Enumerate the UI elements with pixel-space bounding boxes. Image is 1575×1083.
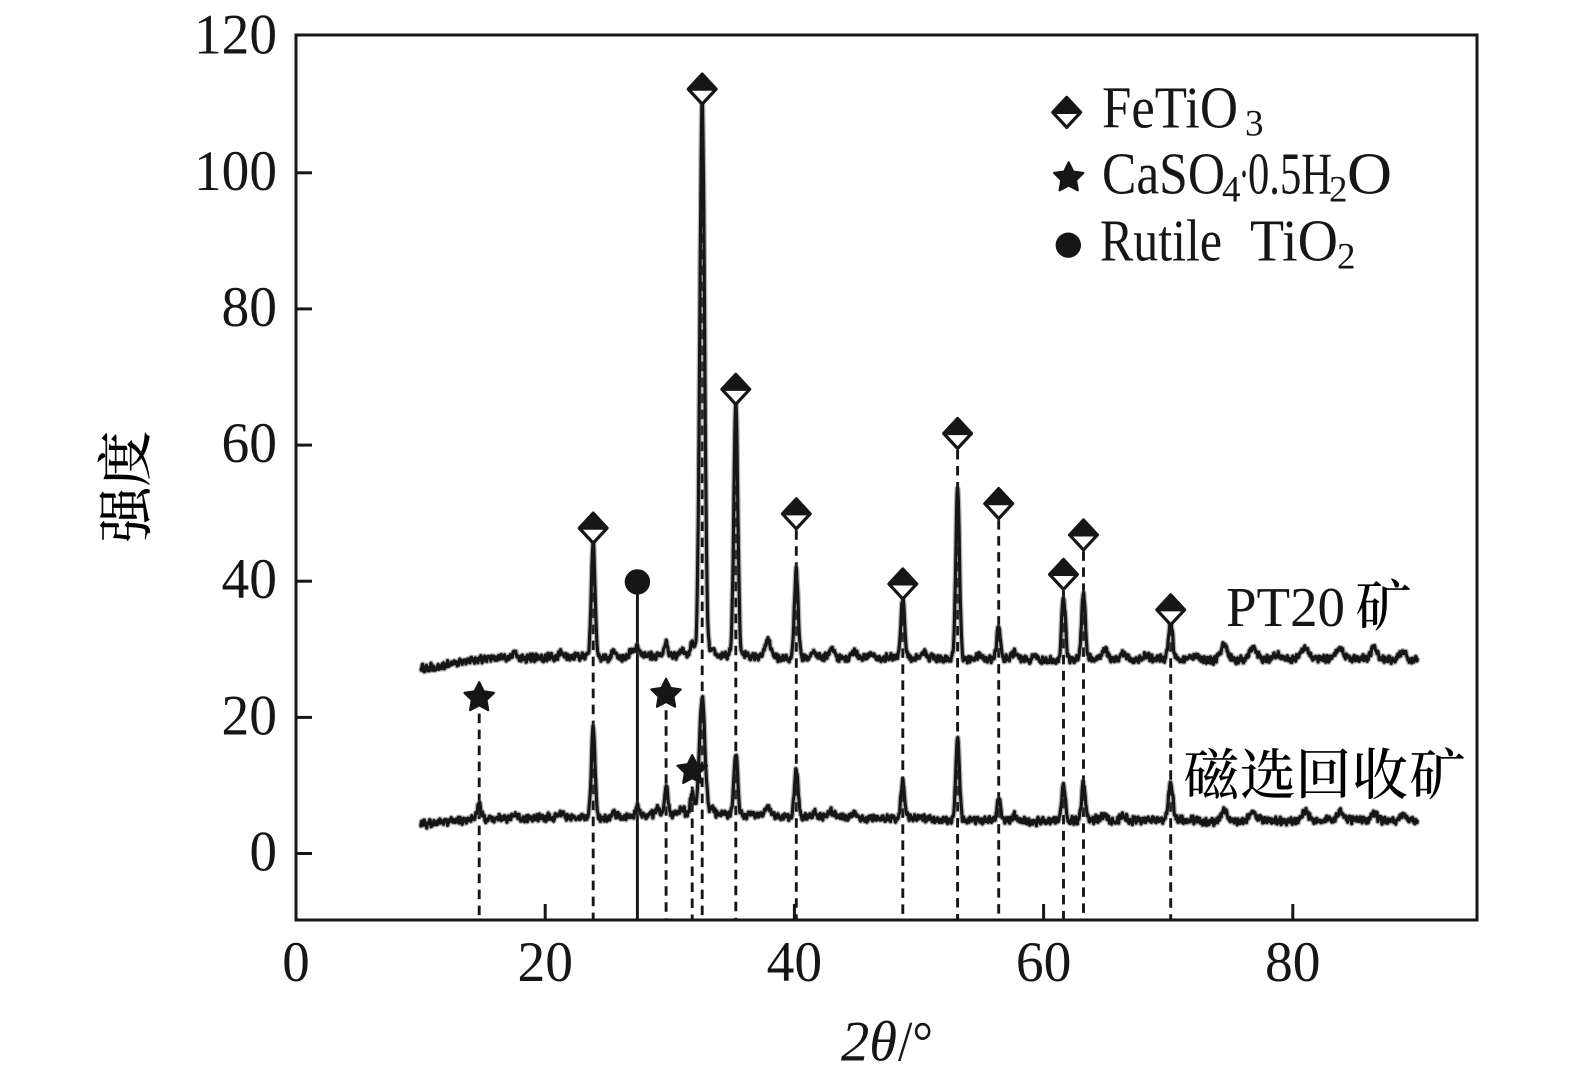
svg-text:0: 0	[250, 821, 278, 884]
svg-text:Rutile: Rutile	[1100, 208, 1222, 274]
svg-text:60: 60	[1016, 931, 1072, 994]
svg-text:2: 2	[1337, 237, 1356, 278]
svg-text:FeTiO: FeTiO	[1102, 75, 1238, 141]
svg-text:20: 20	[517, 931, 573, 994]
svg-text:40: 40	[767, 931, 823, 994]
svg-text:/°: /°	[898, 1011, 933, 1074]
svg-text:20: 20	[222, 684, 278, 747]
svg-text:0.5H: 0.5H	[1248, 141, 1332, 207]
svg-text:3: 3	[1245, 104, 1264, 145]
svg-text:2: 2	[1329, 170, 1348, 211]
svg-text:O: O	[1347, 141, 1392, 207]
svg-text:100: 100	[194, 140, 277, 203]
svg-text:CaSO: CaSO	[1102, 141, 1225, 207]
svg-text:80: 80	[222, 276, 278, 339]
svg-text:·: ·	[1239, 141, 1249, 207]
svg-text:60: 60	[222, 412, 278, 475]
svg-text:4: 4	[1222, 170, 1241, 211]
svg-text:40: 40	[222, 548, 278, 611]
svg-text:0: 0	[282, 931, 310, 994]
svg-text:PT20: PT20	[1226, 577, 1345, 639]
svg-text:TiO: TiO	[1250, 208, 1338, 274]
svg-text:80: 80	[1265, 931, 1321, 994]
svg-text:120: 120	[194, 4, 277, 67]
svg-text:2θ: 2θ	[841, 1011, 897, 1074]
